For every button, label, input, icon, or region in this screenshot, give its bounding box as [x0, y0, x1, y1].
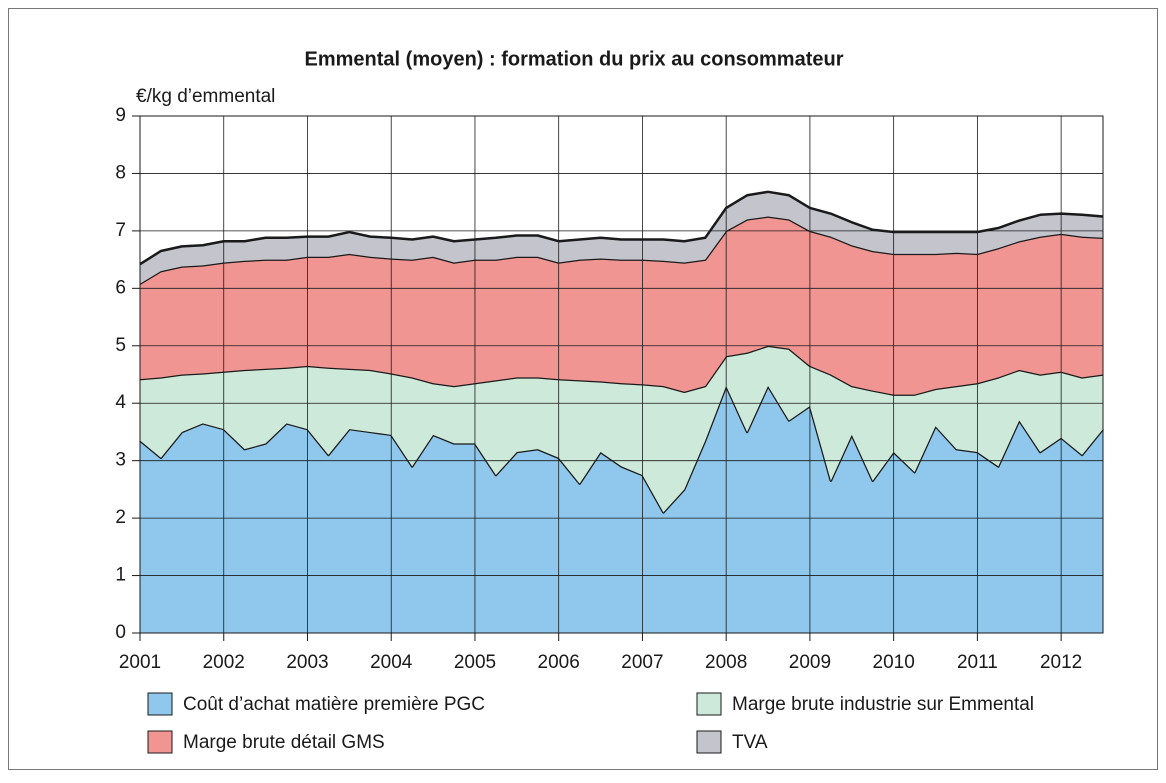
chart-title: Emmental (moyen) : formation du prix au …: [305, 48, 844, 70]
area: [140, 216, 1103, 395]
y-axis-label: €/kg d’emmental: [136, 86, 275, 107]
y-tick-label: 1: [115, 565, 126, 586]
x-tick-label: 2009: [789, 652, 831, 673]
legend-label: Marge brute détail GMS: [183, 732, 385, 753]
y-tick-label: 7: [115, 220, 126, 241]
y-tick-label: 4: [115, 392, 126, 413]
x-tick-label: 2003: [286, 652, 328, 673]
legend-swatch: [696, 730, 722, 754]
legend-swatch: [147, 730, 173, 754]
area: [140, 385, 1103, 633]
x-tick-label: 2012: [1040, 652, 1082, 673]
legend-swatch: [696, 692, 722, 716]
y-tick-label: 6: [115, 277, 126, 298]
legend-label: Coût d’achat matière première PGC: [183, 694, 485, 715]
x-tick-label: 2005: [454, 652, 496, 673]
x-tick-label: 2011: [957, 652, 998, 673]
legend-label: Marge brute industrie sur Emmental: [732, 694, 1034, 715]
frame: [8, 8, 1158, 770]
y-tick-label: 0: [115, 622, 126, 643]
area: [140, 191, 1103, 284]
x-tick-label: 2010: [873, 652, 915, 673]
x-tick-label: 2008: [705, 652, 747, 673]
plot-border: [139, 115, 1104, 634]
y-tick-label: 9: [115, 105, 126, 126]
x-tick-label: 2006: [538, 652, 580, 673]
legend-swatch: [147, 692, 173, 716]
legend-label: TVA: [732, 732, 768, 753]
x-tick-label: 2002: [203, 652, 245, 673]
area: [140, 345, 1103, 513]
y-tick-label: 5: [115, 335, 126, 356]
x-tick-label: 2007: [621, 652, 663, 673]
area-edge: [139, 190, 1104, 266]
y-tick-label: 2: [115, 507, 126, 528]
x-tick-label: 2004: [370, 652, 413, 673]
y-tick-label: 8: [115, 162, 126, 183]
x-tick-label: 2001: [119, 652, 161, 673]
y-tick-label: 3: [115, 450, 126, 471]
